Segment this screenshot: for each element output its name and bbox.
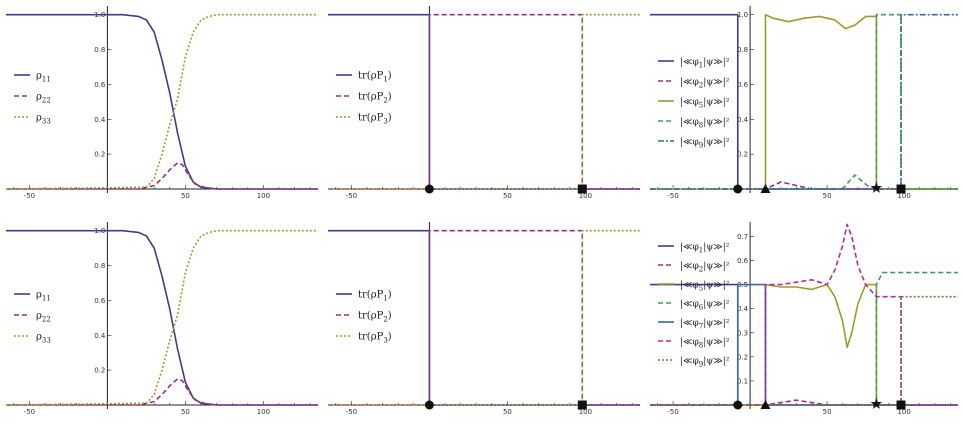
triangle-marker: [760, 400, 771, 409]
legend-label: |≪φ6|ψ≫|²: [680, 300, 730, 312]
square-marker: [896, 400, 906, 410]
circle-marker: [733, 400, 743, 410]
x-tick-label: 100: [897, 192, 910, 200]
y-tick-label: 0.4: [737, 116, 749, 124]
series-line-1: [6, 13, 318, 190]
panel-p22: -50 50 100 tr(ρP1) tr(ρP2) tr(ρP3): [328, 222, 640, 416]
panel-p12: -50 50 100 tr(ρP1) tr(ρP2) tr(ρP3): [328, 6, 640, 200]
legend-label: tr(ρP2): [358, 92, 392, 105]
y-tick-label: 0.8: [94, 46, 105, 54]
legend-label: |≪φ8|ψ≫|²: [680, 338, 730, 350]
y-tick-label: 0.6: [737, 81, 749, 89]
y-tick-label: 0.4: [94, 116, 106, 124]
circle-marker: [424, 184, 434, 194]
panel-p23: -50 50 1000.10.20.30.40.50.60.7|≪φ1|ψ≫|²|≪…: [650, 222, 958, 416]
x-tick-label: 50: [823, 408, 832, 416]
series-line-3: [5, 13, 318, 190]
star-marker: [870, 182, 883, 193]
series-line-2: [6, 378, 318, 406]
series-line-3: [5, 229, 318, 406]
x-tick-label: 50: [181, 408, 190, 416]
panel-p13: -50 50 100 0.2 0.4 0.6 0.8 1.0 |≪φ1|ψ≫|² |≪φ2|ψ≫|…: [650, 6, 958, 200]
x-tick-label: -50: [346, 192, 357, 200]
square-marker: [896, 184, 906, 194]
series-line-2: [6, 162, 318, 190]
circle-marker: [733, 184, 743, 194]
legend-label: |≪φ5|ψ≫|²: [680, 98, 730, 110]
y-tick-label: 1.0: [737, 11, 748, 19]
x-tick-label: 100: [257, 192, 270, 200]
y-tick-label: 0.2: [94, 367, 105, 375]
legend-label: |≪φ9|ψ≫|²: [680, 138, 730, 150]
legend-label: |≪φ8|ψ≫|²: [680, 118, 730, 130]
square-marker: [577, 184, 587, 194]
legend-label: ρ22: [36, 92, 51, 105]
y-tick-label: 0.2: [737, 151, 748, 159]
x-tick-label: 50: [503, 408, 512, 416]
series-line-3: [328, 13, 640, 190]
y-tick-label: 0.6: [94, 81, 106, 89]
legend-label: |≪φ5|ψ≫|²: [680, 281, 730, 293]
legend-label: ρ11: [36, 290, 51, 303]
legend-label: ρ11: [36, 71, 51, 84]
x-tick-label: 100: [897, 408, 910, 416]
series-line-3: [328, 229, 640, 406]
x-tick-label: 50: [823, 192, 832, 200]
legend-label: |≪φ1|ψ≫|²: [680, 243, 730, 255]
legend-label: tr(ρP2): [358, 311, 392, 324]
y-tick-label: 0.7: [737, 233, 748, 241]
legend-label: tr(ρP3): [358, 113, 392, 126]
x-tick-label: -50: [667, 408, 678, 416]
series-line-1: [6, 229, 318, 406]
x-tick-label: -50: [24, 408, 35, 416]
x-tick-label: 100: [579, 408, 592, 416]
legend-label: |≪φ2|ψ≫|²: [680, 78, 730, 90]
y-tick-label: 0.1: [737, 377, 748, 385]
series-line-2: [650, 181, 958, 190]
x-tick-label: 100: [257, 408, 270, 416]
legend-label: |≪φ9|ψ≫|²: [680, 357, 730, 369]
series-line-7: [650, 295, 958, 406]
series-line-6: [650, 223, 958, 406]
x-tick-label: -50: [346, 408, 357, 416]
circle-marker: [424, 400, 434, 410]
y-tick-label: 0.4: [94, 332, 106, 340]
legend-label: tr(ρP1): [358, 71, 392, 84]
legend-label: ρ33: [36, 113, 51, 126]
y-tick-label: 0.8: [737, 46, 748, 54]
star-marker: [870, 398, 883, 409]
legend-label: tr(ρP1): [358, 290, 392, 303]
y-tick-label: 0.4: [737, 305, 749, 313]
x-tick-label: -50: [667, 192, 678, 200]
y-tick-label: 0.8: [94, 262, 105, 270]
x-tick-label: 50: [181, 192, 190, 200]
legend-label: |≪φ7|ψ≫|²: [680, 319, 730, 331]
x-tick-label: 100: [579, 192, 592, 200]
y-tick-label: 0.2: [94, 151, 105, 159]
legend-label: |≪φ1|ψ≫|²: [680, 58, 730, 70]
legend-label: ρ33: [36, 332, 51, 345]
series-line-4: [650, 13, 958, 190]
series-line-5: [650, 13, 958, 190]
legend-label: ρ22: [36, 311, 51, 324]
y-tick-label: 0.6: [737, 257, 749, 265]
series-line-3: [650, 13, 958, 190]
legend-label: tr(ρP3): [358, 332, 392, 345]
x-tick-label: 50: [503, 192, 512, 200]
y-tick-label: 0.6: [94, 297, 106, 305]
y-tick-label: 0.3: [737, 329, 748, 337]
x-tick-label: -50: [24, 192, 35, 200]
square-marker: [577, 400, 587, 410]
legend-label: |≪φ2|ψ≫|²: [680, 262, 730, 274]
series-line-3: [650, 283, 958, 406]
y-tick-label: 0.2: [737, 353, 748, 361]
triangle-marker: [760, 184, 771, 193]
